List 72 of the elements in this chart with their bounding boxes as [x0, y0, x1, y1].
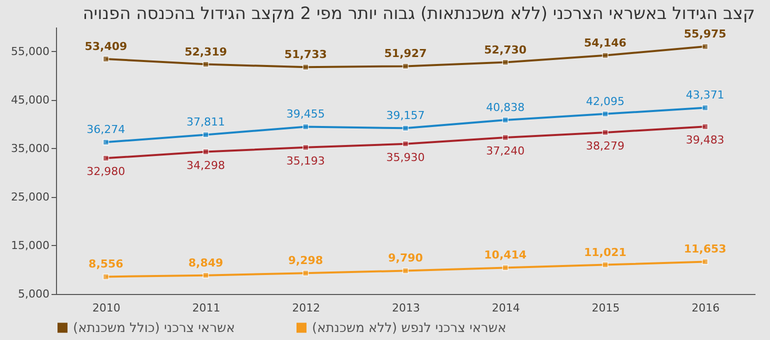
data-label: 36,274: [86, 123, 126, 136]
point: [602, 110, 608, 118]
data-label: 51,927: [384, 47, 427, 60]
data-label: 34,298: [186, 158, 226, 172]
data-label: 39,483: [686, 134, 724, 147]
point: [402, 125, 409, 132]
data-label: 42,095: [586, 94, 624, 108]
point: [502, 264, 508, 271]
legend-label: אשראי צרכני (כולל משכנתא): [73, 320, 235, 336]
point: [602, 262, 608, 268]
point: [702, 258, 708, 265]
point: [502, 59, 508, 66]
point: [202, 272, 209, 278]
y-tick-label: 35,000: [11, 142, 50, 155]
point: [202, 132, 209, 138]
x-tick-label: 2012: [292, 302, 320, 314]
data-label: 11,653: [684, 242, 726, 256]
point: [702, 43, 708, 50]
data-label: 52,730: [484, 43, 527, 56]
data-label: 39,455: [286, 108, 325, 121]
x-tick-label: 2014: [492, 302, 520, 314]
data-label: 37,811: [186, 116, 226, 129]
point: [402, 268, 409, 274]
data-label: 51,733: [284, 48, 327, 62]
data-label: 32,980: [86, 165, 126, 178]
point: [302, 144, 309, 151]
point: [202, 61, 209, 68]
legend-label: אשראי צרכני לנפש (ללא משכנתא): [312, 320, 506, 336]
x-tick-label: 2010: [92, 302, 120, 314]
data-label: 8,556: [88, 258, 124, 271]
data-label: 11,021: [584, 246, 626, 259]
data-label: 40,838: [486, 101, 525, 114]
y-tick-label: 45,000: [11, 93, 50, 106]
point: [102, 56, 110, 62]
x-tick-label: 2013: [392, 302, 420, 314]
point: [402, 140, 409, 147]
data-label: 53,409: [84, 40, 128, 53]
point: [202, 148, 209, 155]
data-label: 10,414: [484, 248, 527, 262]
point: [502, 134, 508, 141]
data-label: 9,298: [288, 254, 324, 268]
point: [102, 274, 110, 280]
data-label: 35,930: [386, 150, 425, 164]
y-tick-label: 5,000: [18, 288, 50, 300]
point: [702, 104, 708, 111]
data-label: 55,975: [684, 28, 726, 41]
data-label: 8,849: [188, 256, 224, 270]
data-label: 39,157: [386, 109, 425, 122]
point: [702, 123, 708, 130]
y-tick-label: 55,000: [11, 44, 50, 58]
point: [502, 116, 508, 124]
y-tick-label: 25,000: [11, 190, 50, 204]
point: [402, 63, 409, 70]
data-label: 37,240: [486, 144, 525, 158]
y-tick-label: 15,000: [11, 238, 50, 252]
point: [302, 64, 309, 70]
data-label: 9,790: [388, 252, 424, 265]
data-label: 38,279: [586, 139, 624, 152]
x-tick-label: 2016: [692, 302, 720, 314]
point: [102, 155, 110, 162]
chart-title: קצב הגידול באשראי הצרכני (ללא משכנתאות) גבוה יותר מפי 2 מקצב הגידול בהכנסה הפנויה: [82, 4, 755, 24]
point: [302, 270, 309, 276]
data-label: 35,193: [286, 154, 325, 168]
x-tick-label: 2011: [192, 302, 220, 314]
data-label: 52,319: [184, 45, 228, 58]
point: [602, 52, 608, 59]
data-label: 54,146: [584, 36, 627, 50]
point: [302, 124, 309, 130]
x-tick-label: 2015: [592, 302, 620, 314]
point: [102, 139, 110, 146]
point: [602, 129, 608, 136]
data-label: 43,371: [686, 88, 724, 102]
